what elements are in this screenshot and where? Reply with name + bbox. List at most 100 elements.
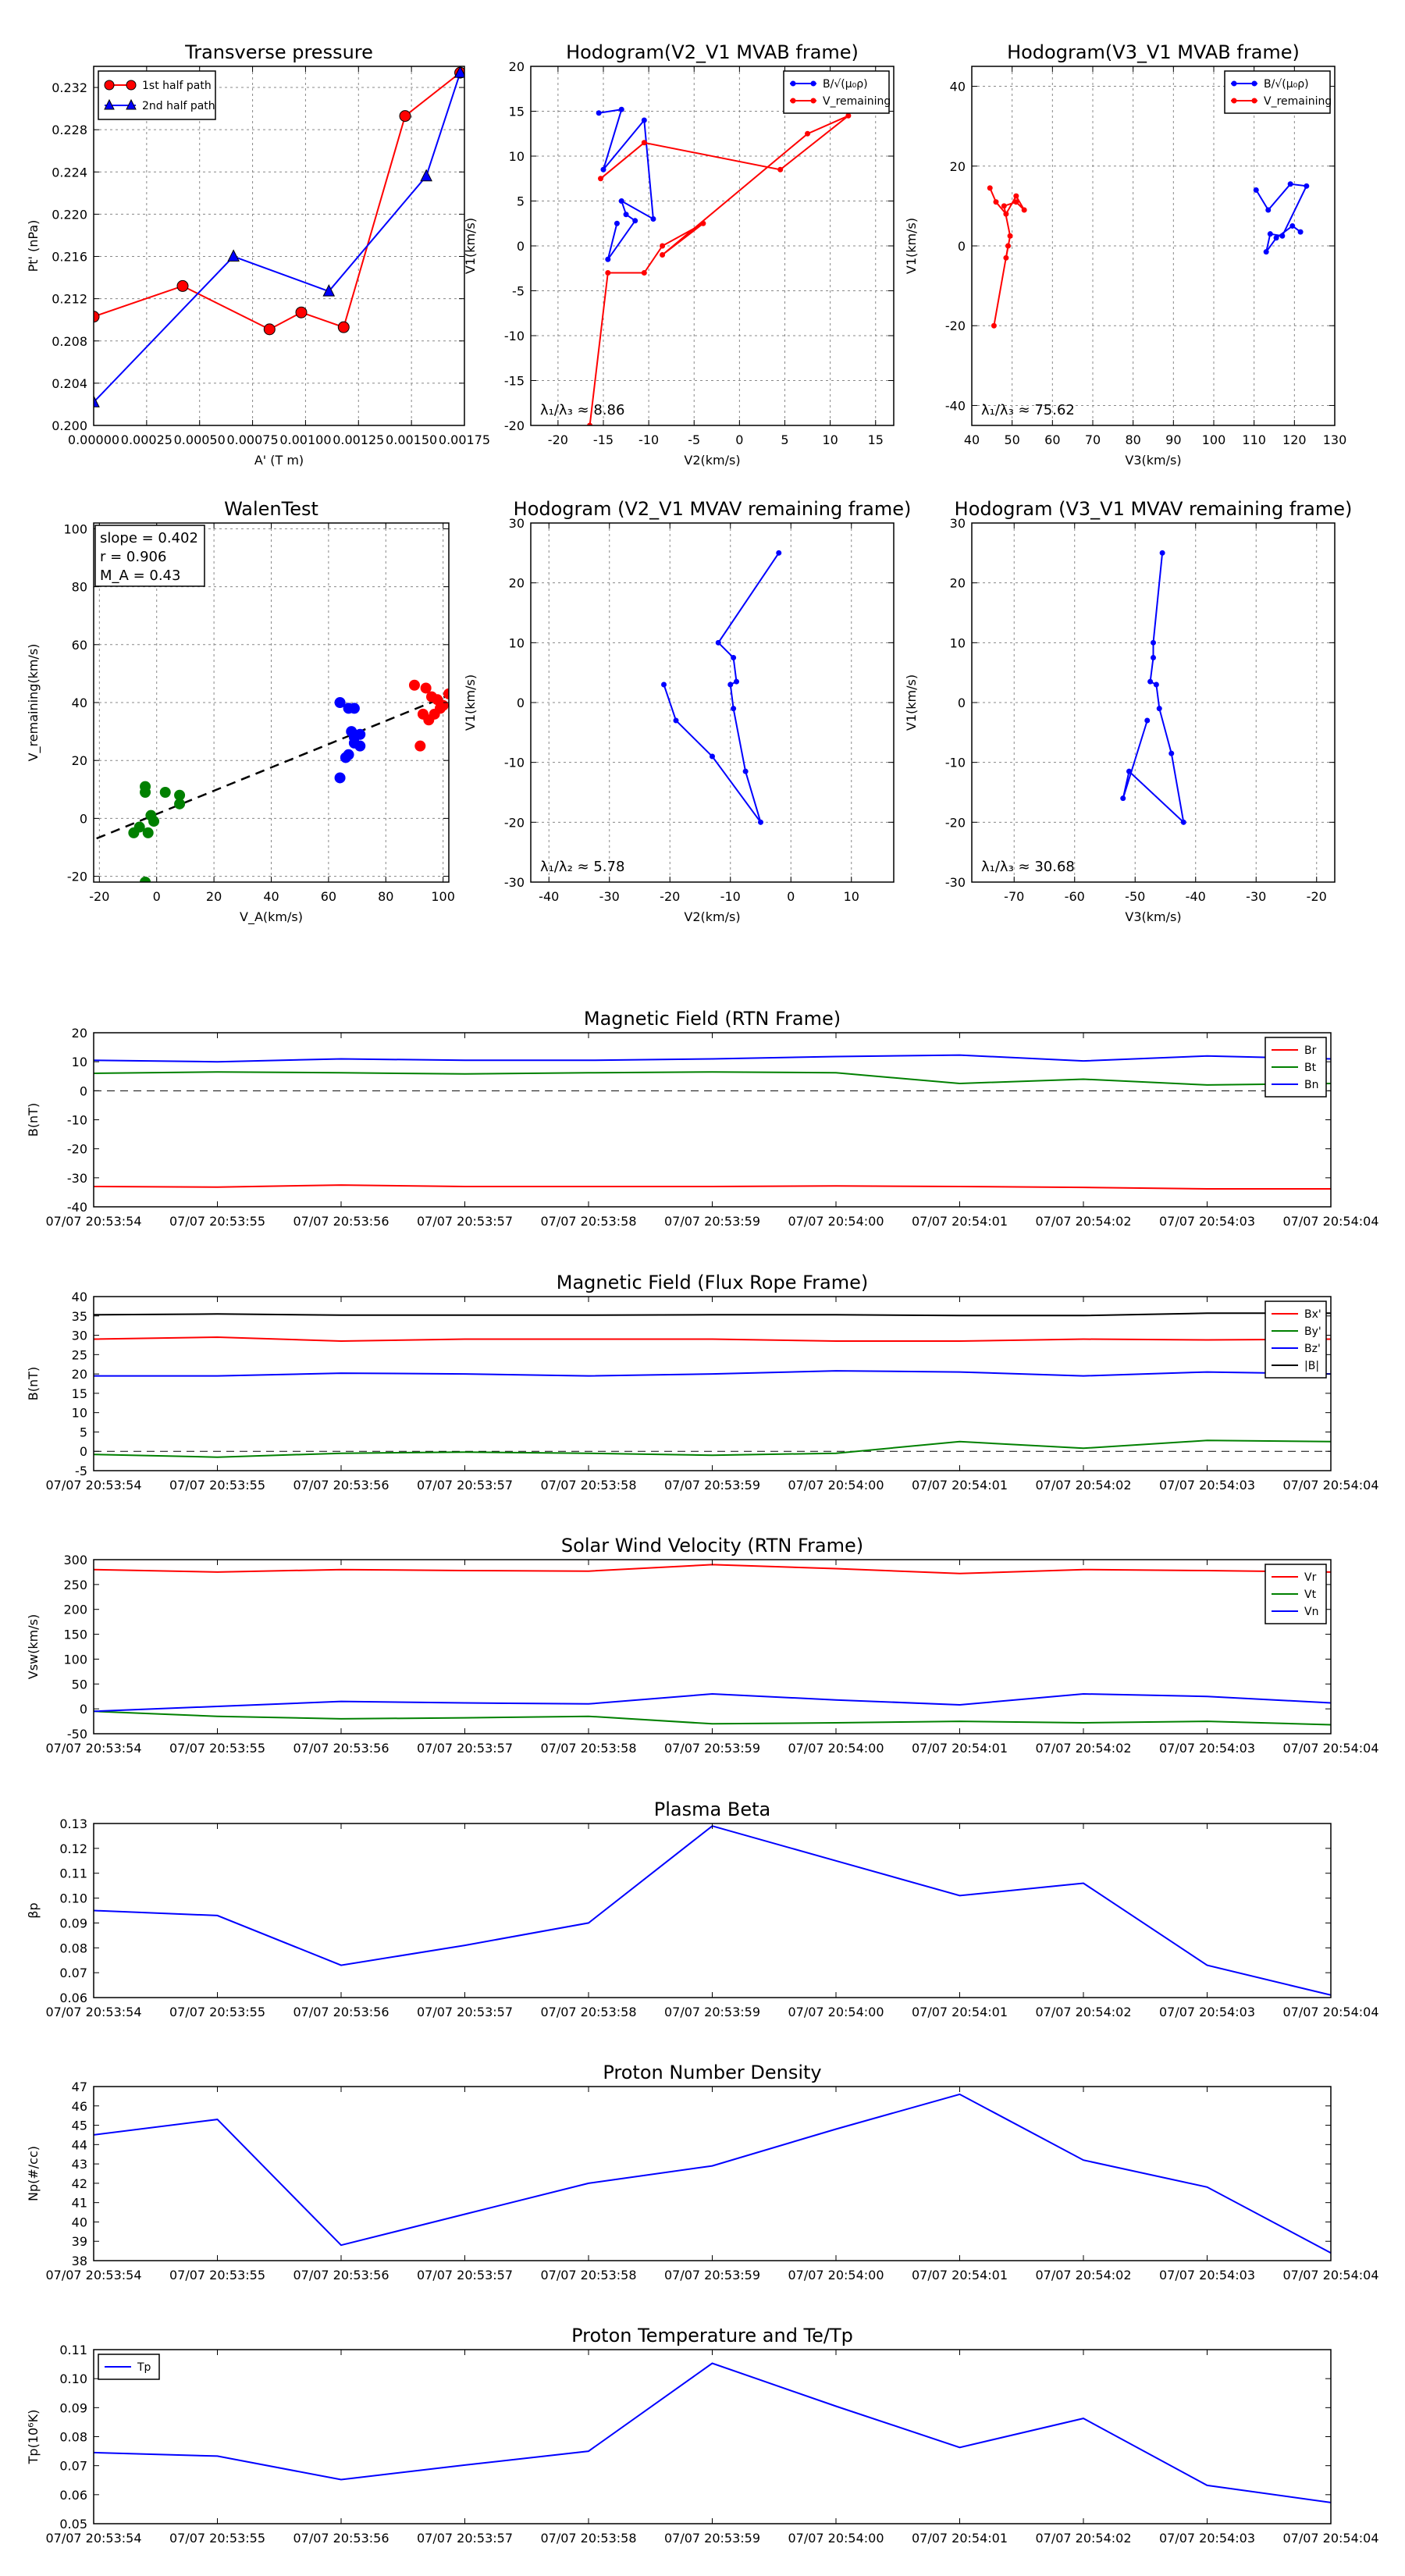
x-tick-label: 100 — [1202, 432, 1226, 447]
x-tick-label: 07/07 20:54:03 — [1159, 2005, 1255, 2019]
y-tick-label: 0 — [958, 239, 966, 254]
data-point — [991, 322, 997, 329]
y-tick-label: 38 — [72, 2254, 87, 2268]
plot-area — [94, 1312, 1331, 1458]
chart-title: Proton Temperature and Te/Tp — [571, 2325, 853, 2347]
y-tick-label: 39 — [72, 2234, 87, 2249]
x-tick-label: 50 — [1004, 432, 1019, 447]
legend-marker — [104, 80, 115, 91]
data-point — [731, 655, 737, 660]
x-tick-label: 0 — [787, 889, 795, 904]
y-tick-label: 0.10 — [59, 2371, 87, 2386]
data-point — [94, 395, 100, 407]
x-tick-label: 60 — [1044, 432, 1060, 447]
y-tick-label: -5 — [75, 1464, 87, 1478]
x-tick-label: 07/07 20:54:01 — [912, 1478, 1008, 1493]
chart-mag_rtn: Magnetic Field (RTN Frame) 07/07 20:53:54… — [26, 1008, 1379, 1229]
x-tick-label: 07/07 20:54:02 — [1035, 2268, 1131, 2282]
x-tick-label: 07/07 20:53:55 — [169, 2268, 265, 2282]
y-tick-label: 0.06 — [59, 1991, 87, 2005]
x-tick-label: 07/07 20:53:55 — [169, 1478, 265, 1493]
x-tick-label: 70 — [1085, 432, 1101, 447]
data-point — [1003, 211, 1009, 217]
series-Br — [94, 1184, 1331, 1190]
y-tick-label: -50 — [67, 1727, 87, 1742]
legend-marker — [1251, 98, 1257, 104]
scatter-point — [128, 827, 140, 838]
chart-title: Hodogram (V2_V1 MVAV remaining frame) — [514, 498, 912, 520]
data-point — [598, 176, 604, 182]
x-tick-label: 0.00050 — [174, 432, 226, 447]
data-point — [660, 243, 666, 249]
x-tick-label: 07/07 20:53:55 — [169, 2531, 265, 2546]
data-point — [1003, 254, 1009, 261]
chart-proton_temperature: Proton Temperature and Te/Tp 07/07 20:53:… — [26, 2325, 1379, 2546]
chart-title: Hodogram(V2_V1 MVAB frame) — [566, 41, 859, 63]
series-line — [94, 1439, 1331, 1458]
y-tick-label: 0.208 — [52, 334, 87, 349]
plot-frame — [530, 522, 895, 883]
chart-title: Transverse pressure — [184, 41, 373, 63]
legend-marker — [126, 80, 137, 91]
y-axis-label: V1(km/s) — [463, 218, 478, 274]
y-tick-label: -10 — [945, 756, 966, 770]
x-tick-label: 07/07 20:54:04 — [1282, 2531, 1378, 2546]
scatter-point — [142, 827, 154, 838]
y-tick-label: 10 — [950, 635, 966, 650]
y-tick-label: 20 — [950, 159, 966, 174]
y-tick-label: -10 — [504, 329, 525, 343]
data-point — [742, 768, 749, 774]
x-tick-label: 07/07 20:54:03 — [1159, 2531, 1255, 2546]
series-line — [94, 1692, 1331, 1713]
y-tick-label: -20 — [504, 418, 525, 433]
y-tick-label: 80 — [72, 580, 87, 595]
y-tick-label: 100 — [63, 1652, 87, 1667]
series-line — [94, 72, 461, 403]
series-Bx' — [94, 1336, 1331, 1343]
chart-title: Hodogram (V3_V1 MVAV remaining frame) — [955, 498, 1353, 520]
x-tick-label: 07/07 20:53:58 — [540, 2268, 636, 2282]
x-tick-label: -50 — [1125, 889, 1145, 904]
plot-frame — [93, 1032, 1332, 1208]
legend-label: 1st half path — [142, 80, 212, 92]
legend-label: Bz' — [1304, 1343, 1321, 1355]
y-tick-label: -20 — [504, 815, 525, 830]
x-tick-label: 07/07 20:54:00 — [788, 1741, 884, 1756]
y-tick-label: 20 — [72, 1367, 87, 1382]
data-point — [1168, 750, 1175, 756]
data-point — [731, 706, 737, 712]
scatter-point — [334, 772, 346, 784]
x-tick-label: 07/07 20:54:03 — [1159, 1478, 1255, 1493]
legend-marker — [790, 98, 796, 104]
x-tick-label: -20 — [89, 889, 109, 904]
data-point — [641, 270, 647, 276]
plot-area — [531, 66, 894, 425]
legend: B/√(μ₀ρ) V_remaining — [1224, 70, 1332, 114]
data-point — [227, 249, 240, 262]
y-tick-label: 20 — [509, 59, 525, 74]
y-tick-label: -10 — [67, 1113, 87, 1128]
data-point — [1156, 706, 1162, 712]
y-tick-label: 40 — [950, 80, 966, 94]
chart-hodogram_v3v1_mvav: Hodogram (V3_V1 MVAV remaining frame) -70… — [904, 498, 1352, 924]
chart-mag_fluxrope: Magnetic Field (Flux Rope Frame) 07/07 20… — [26, 1272, 1379, 1493]
chart-title: Hodogram(V3_V1 MVAB frame) — [1007, 41, 1300, 63]
plot-area — [94, 66, 464, 425]
y-axis-label: Pt' (nPa) — [26, 220, 41, 272]
series-line — [1255, 183, 1308, 253]
y-tick-label: 0 — [958, 696, 966, 710]
legend-marker — [1251, 80, 1257, 87]
legend: Bx' By' Bz' |B| — [1264, 1300, 1327, 1379]
x-tick-label: 0.00100 — [279, 432, 331, 447]
legend-label: V_remaining — [1264, 95, 1332, 108]
y-tick-label: 0.07 — [59, 1966, 87, 1980]
stats-line: M_A = 0.43 — [100, 568, 180, 584]
y-tick-label: 20 — [509, 576, 525, 591]
plot-area — [94, 523, 449, 882]
y-tick-label: -40 — [945, 398, 966, 413]
y-axis-label: Vsw(km/s) — [26, 1614, 41, 1679]
x-tick-label: 10 — [844, 889, 859, 904]
x-tick-label: 07/07 20:54:00 — [788, 2005, 884, 2019]
legend-label: Vr — [1304, 1571, 1317, 1584]
y-tick-label: 20 — [950, 576, 966, 591]
